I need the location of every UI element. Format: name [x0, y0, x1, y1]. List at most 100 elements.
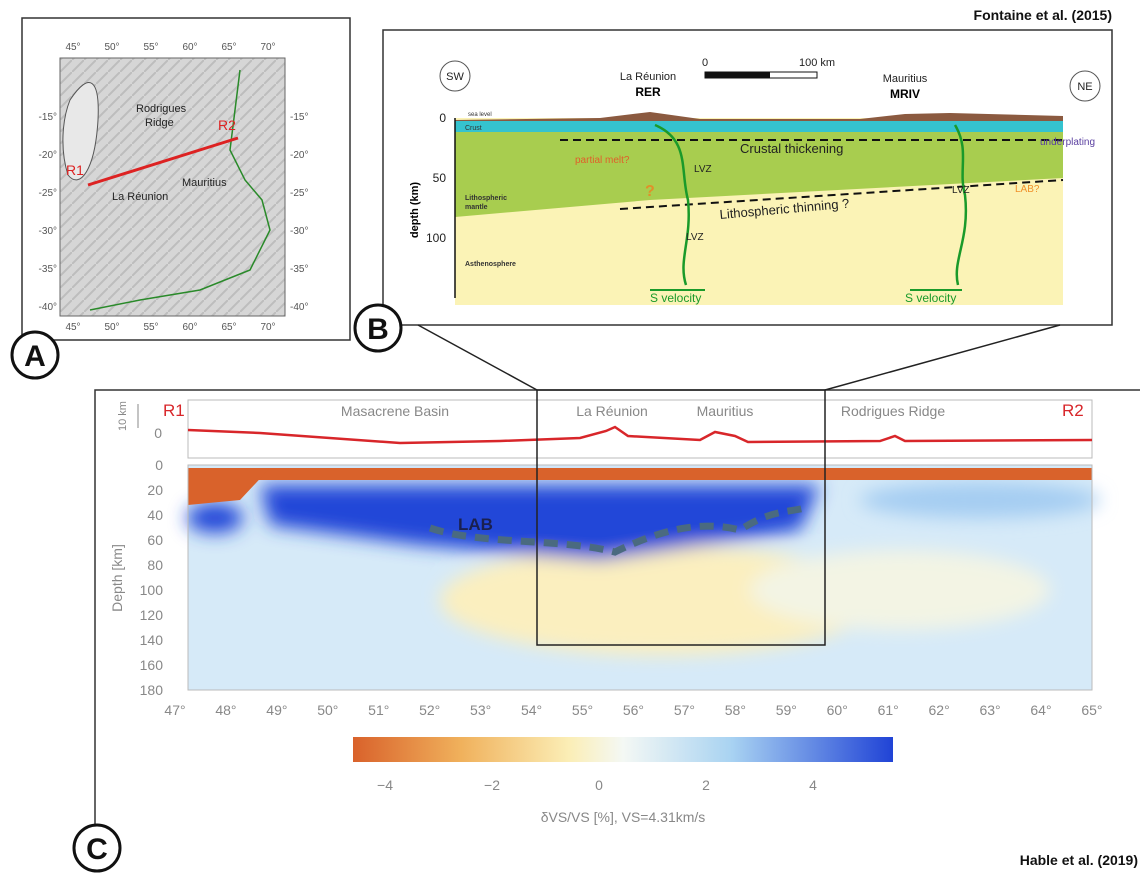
tick-label: 55°	[143, 322, 158, 333]
scale-label: 0	[702, 57, 708, 69]
velocity-profile	[953, 124, 968, 286]
tick-label: 70°	[260, 322, 275, 333]
region-label: Masacrene Basin	[341, 403, 449, 419]
layer-label: Lithospheric	[465, 195, 507, 202]
tick-label: 56°	[623, 702, 644, 718]
tick-label: 140	[140, 632, 164, 648]
tick-label: −2	[484, 777, 500, 793]
tick-label: -15°	[39, 112, 57, 123]
annotation: LVZ	[686, 232, 704, 243]
tick-label: 160	[140, 657, 164, 673]
region-label: Rodrigues Ridge	[841, 403, 945, 419]
annotation: LVZ	[694, 164, 712, 175]
colorbar-label: δVS/VS [%], VS=4.31km/s	[541, 809, 706, 825]
tick-label: 49°	[266, 702, 287, 718]
tick-label: 45°	[65, 42, 80, 53]
annotation: S velocity	[905, 291, 956, 305]
tick-label: 48°	[215, 702, 236, 718]
layer-label: mantle	[465, 204, 488, 211]
tick-label: -35°	[39, 264, 57, 275]
direction: NE	[1077, 81, 1092, 93]
annotation: partial melt?	[575, 155, 630, 166]
axis-title: depth (km)	[409, 182, 421, 239]
tick-label: 0	[155, 457, 163, 473]
tick-label: 61°	[878, 702, 899, 718]
profile-end: R1	[163, 401, 185, 420]
direction-badge	[1069, 70, 1101, 102]
topo-scale: 10 km	[117, 401, 129, 431]
region-label: Mauritius	[697, 403, 754, 419]
tick-label: 80	[147, 557, 163, 573]
tick-label: 53°	[470, 702, 491, 718]
station-name: La Réunion	[620, 71, 676, 83]
tick-labels: 0 50 100	[426, 111, 446, 245]
annotation: ?	[645, 183, 655, 200]
map-label: Mauritius	[182, 177, 227, 189]
tick-label: 2	[702, 777, 710, 793]
tick-label: 4	[809, 777, 817, 793]
map-label: R1	[66, 162, 84, 178]
tick-label: −4	[377, 777, 393, 793]
station-code: RER	[635, 85, 661, 99]
panel-label: C	[86, 833, 108, 866]
panel-a: Rodrigues Ridge R2 R1 Mauritius La Réuni…	[10, 17, 351, 380]
tick-label: 52°	[419, 702, 440, 718]
annotation: underplating	[1040, 137, 1095, 148]
tick-label: 47°	[164, 702, 185, 718]
tick-label: 100	[426, 231, 446, 245]
tick-label: 100	[140, 582, 164, 598]
layer-label: Asthenosphere	[465, 261, 516, 268]
tick-label: 65°	[1081, 702, 1102, 718]
tick-label: -30°	[290, 226, 308, 237]
tick-label: 60°	[182, 322, 197, 333]
plot-frame	[187, 464, 1093, 691]
panel-badge	[353, 303, 403, 353]
lithosphere-layer	[455, 130, 1063, 217]
region-label: La Réunion	[576, 403, 648, 419]
layer-label: Crust	[465, 125, 482, 132]
tick-label: 180	[140, 682, 164, 698]
tick-label: -25°	[39, 188, 57, 199]
tick-label: -40°	[290, 302, 308, 313]
tick-label: 65°	[221, 42, 236, 53]
annotation: LVZ	[952, 185, 970, 196]
dashed-boundary	[560, 139, 1064, 210]
direction-badge	[439, 60, 471, 92]
tick-label: 65°	[221, 322, 236, 333]
madagascar	[62, 82, 99, 181]
tick-label: 120	[140, 607, 164, 623]
tick-label: 60	[147, 532, 163, 548]
ridge-line	[89, 69, 271, 311]
scale-bar	[705, 72, 770, 78]
axis-title: Depth [km]	[109, 544, 125, 612]
map-label: Ridge	[145, 117, 174, 129]
tick-label: 63°	[979, 702, 1000, 718]
tick-label: 57°	[674, 702, 695, 718]
layer-label: sea level	[468, 112, 492, 118]
tick-label: 0	[439, 111, 446, 125]
tick-label: -30°	[39, 226, 57, 237]
profile-end: R2	[1062, 401, 1084, 420]
panel-badge	[10, 330, 60, 380]
tick-label: 62°	[929, 702, 950, 718]
topography	[455, 112, 1063, 121]
tick-label: 58°	[725, 702, 746, 718]
tick-label: 51°	[368, 702, 389, 718]
tick-label: -15°	[290, 112, 308, 123]
map-label: R2	[218, 117, 236, 133]
tick-label: 50°	[104, 42, 119, 53]
tick-label: -35°	[290, 264, 308, 275]
scale-label: 100 km	[799, 57, 835, 69]
tick-label: -20°	[39, 150, 57, 161]
colorbar	[353, 737, 893, 762]
map-label: La Réunion	[112, 191, 168, 203]
tick-label: 50	[433, 171, 447, 185]
annotation: LAB?	[1015, 184, 1040, 195]
tick-label: 40	[147, 507, 163, 523]
tick-label: 55°	[572, 702, 593, 718]
tick-labels: 45° 50° 55° 60° 65° 70° 45° 50° 55° 60° 65° 70° -15°…	[39, 42, 309, 333]
credit: Fontaine et al. (2015)	[974, 7, 1112, 23]
tick-label: 50°	[317, 702, 338, 718]
tick-label: 0	[595, 777, 603, 793]
